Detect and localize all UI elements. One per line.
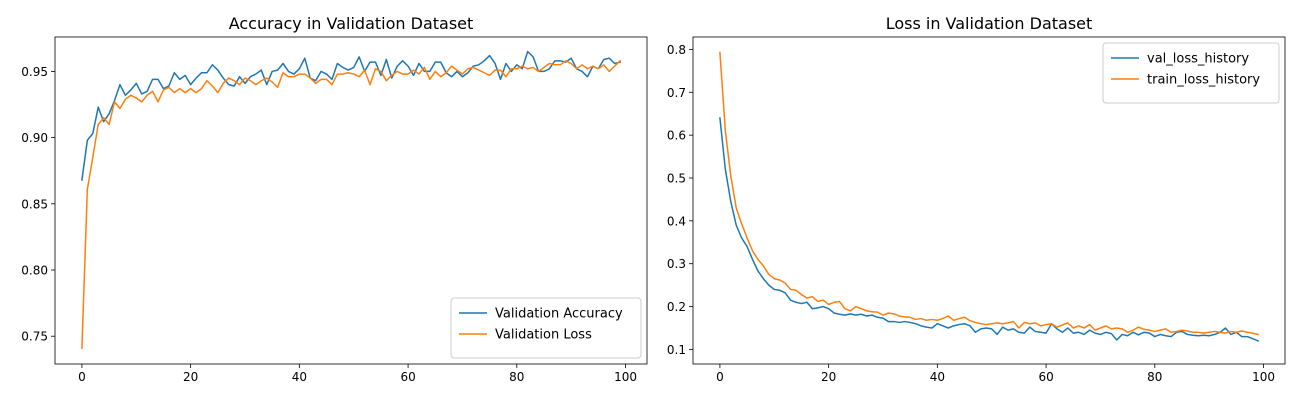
accuracy-series-line-2 xyxy=(81,59,622,349)
accuracy-series-line-1 xyxy=(81,50,621,181)
accuracy-axes-frame xyxy=(54,36,648,365)
accuracy-y-tick-label: 0.95 xyxy=(21,65,48,79)
loss-x-tick-label: 100 xyxy=(1252,370,1275,384)
loss-y-tick-label: 0.3 xyxy=(667,257,686,271)
accuracy-y-tick-label: 0.85 xyxy=(21,197,48,211)
accuracy-y-tick-label: 0.80 xyxy=(21,264,48,278)
loss-x-tick-label: 40 xyxy=(930,370,945,384)
loss-y-tick-label: 0.6 xyxy=(667,129,686,143)
loss-x-tick-label: 80 xyxy=(1147,370,1162,384)
loss-y-tick-label: 0.8 xyxy=(667,43,686,57)
accuracy-x-tick-label: 80 xyxy=(509,370,524,384)
loss-chart-panel: 0 20 40 60 80 100 0.1 0.2 0.3 0.4 0.5 0.6 0.7 0.8 Loss… xyxy=(667,14,1286,384)
accuracy-x-tick-label: 60 xyxy=(400,370,415,384)
accuracy-y-tick-label: 0.75 xyxy=(21,330,48,344)
accuracy-legend xyxy=(450,297,642,359)
accuracy-x-tick-label: 40 xyxy=(292,370,307,384)
loss-legend-label-1: val_loss_history xyxy=(1147,52,1249,67)
loss-series-line-2 xyxy=(719,51,1259,336)
accuracy-legend-label-1: Validation Accuracy xyxy=(495,307,623,322)
loss-y-tick-label: 0.7 xyxy=(667,86,686,100)
loss-y-tick-label: 0.4 xyxy=(667,214,686,228)
accuracy-y-tick-label: 0.90 xyxy=(21,131,48,145)
loss-x-tick-label: 0 xyxy=(716,370,724,384)
accuracy-chart-title: Accuracy in Validation Dataset xyxy=(229,14,474,33)
loss-x-tick-label: 60 xyxy=(1038,370,1053,384)
loss-legend-label-2: train_loss_history xyxy=(1147,73,1260,88)
accuracy-x-tick-label: 20 xyxy=(183,370,198,384)
accuracy-legend-label-2: Validation Loss xyxy=(495,328,592,343)
accuracy-chart-panel: 0 20 40 60 80 100 0.75 0.80 0.85 0.90 0.95 Accuracy… xyxy=(21,14,648,384)
loss-y-tick-label: 0.5 xyxy=(667,172,686,186)
loss-x-tick-label: 20 xyxy=(821,370,836,384)
loss-series-line-1 xyxy=(719,117,1260,342)
accuracy-x-tick-label: 0 xyxy=(78,370,86,384)
loss-legend xyxy=(1102,42,1280,104)
loss-y-tick-label: 0.2 xyxy=(667,300,686,314)
loss-axes-frame xyxy=(692,36,1286,365)
accuracy-x-tick-label: 100 xyxy=(614,370,637,384)
loss-chart-title: Loss in Validation Dataset xyxy=(886,14,1093,33)
loss-y-tick-label: 0.1 xyxy=(667,343,686,357)
